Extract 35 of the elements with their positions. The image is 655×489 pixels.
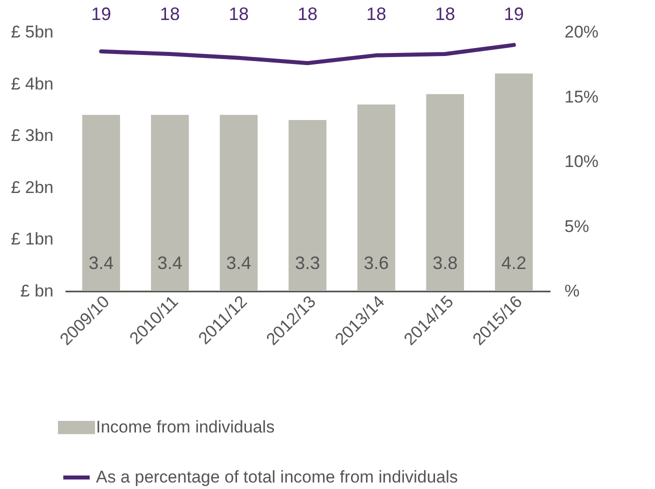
data-label: 18 (435, 4, 456, 24)
data-label: 18 (366, 4, 386, 24)
y-tick-label: £ 2bn (10, 178, 54, 197)
data-label: 19 (91, 4, 112, 24)
bar (82, 114, 120, 291)
line-series (99, 42, 516, 66)
bar (150, 114, 189, 291)
y-tick-label: £ 3bn (10, 126, 54, 146)
data-label: 3.3 (294, 253, 320, 273)
data-label: 18 (228, 4, 249, 24)
y2-tick-label: 15% (564, 87, 599, 106)
data-label: 18 (160, 4, 180, 24)
data-label: 4.2 (501, 253, 526, 273)
y2-tick-label: 5% (564, 216, 590, 236)
bar (426, 94, 464, 291)
bar (494, 73, 533, 291)
y2-tick-label: 10% (564, 152, 599, 171)
legend-label: As a percentage of total income from individuals (96, 468, 458, 486)
data-label: 3.8 (432, 253, 458, 273)
data-label: 18 (297, 4, 318, 24)
legend-label: Income from individuals (96, 418, 275, 436)
y-tick-label: £ 1bn (10, 230, 54, 249)
bar (288, 120, 326, 291)
data-label: 3.4 (88, 253, 114, 273)
y2-tick-label: % (564, 282, 580, 300)
data-label: 19 (504, 4, 524, 24)
y2-tick-label: 20% (564, 22, 599, 42)
data-label: 3.4 (226, 253, 252, 273)
data-label: 3.4 (157, 253, 182, 273)
bar (220, 114, 258, 291)
y-tick-label: £ 4bn (10, 74, 54, 94)
y-tick-label: £ 5bn (10, 22, 54, 42)
y-tick-label: £ bn (20, 282, 54, 300)
data-label: 3.6 (364, 253, 389, 273)
bar (357, 104, 396, 291)
